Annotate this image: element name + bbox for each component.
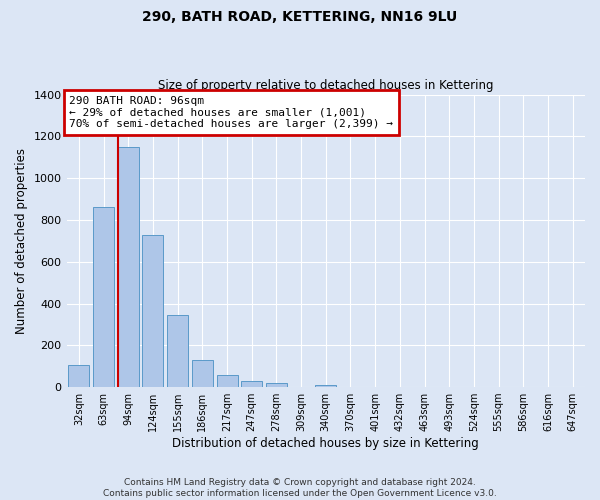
Bar xyxy=(68,365,89,387)
Bar xyxy=(167,315,188,387)
Y-axis label: Number of detached properties: Number of detached properties xyxy=(15,148,28,334)
Title: Size of property relative to detached houses in Kettering: Size of property relative to detached ho… xyxy=(158,79,494,92)
Bar xyxy=(93,208,114,387)
Bar xyxy=(192,360,213,387)
Text: 290, BATH ROAD, KETTERING, NN16 9LU: 290, BATH ROAD, KETTERING, NN16 9LU xyxy=(142,10,458,24)
Bar xyxy=(266,384,287,387)
Bar xyxy=(142,234,163,387)
Bar xyxy=(241,381,262,387)
X-axis label: Distribution of detached houses by size in Kettering: Distribution of detached houses by size … xyxy=(172,437,479,450)
Bar xyxy=(315,385,336,387)
Text: 290 BATH ROAD: 96sqm
← 29% of detached houses are smaller (1,001)
70% of semi-de: 290 BATH ROAD: 96sqm ← 29% of detached h… xyxy=(69,96,393,129)
Text: Contains HM Land Registry data © Crown copyright and database right 2024.
Contai: Contains HM Land Registry data © Crown c… xyxy=(103,478,497,498)
Bar xyxy=(217,374,238,387)
Bar xyxy=(118,147,139,387)
